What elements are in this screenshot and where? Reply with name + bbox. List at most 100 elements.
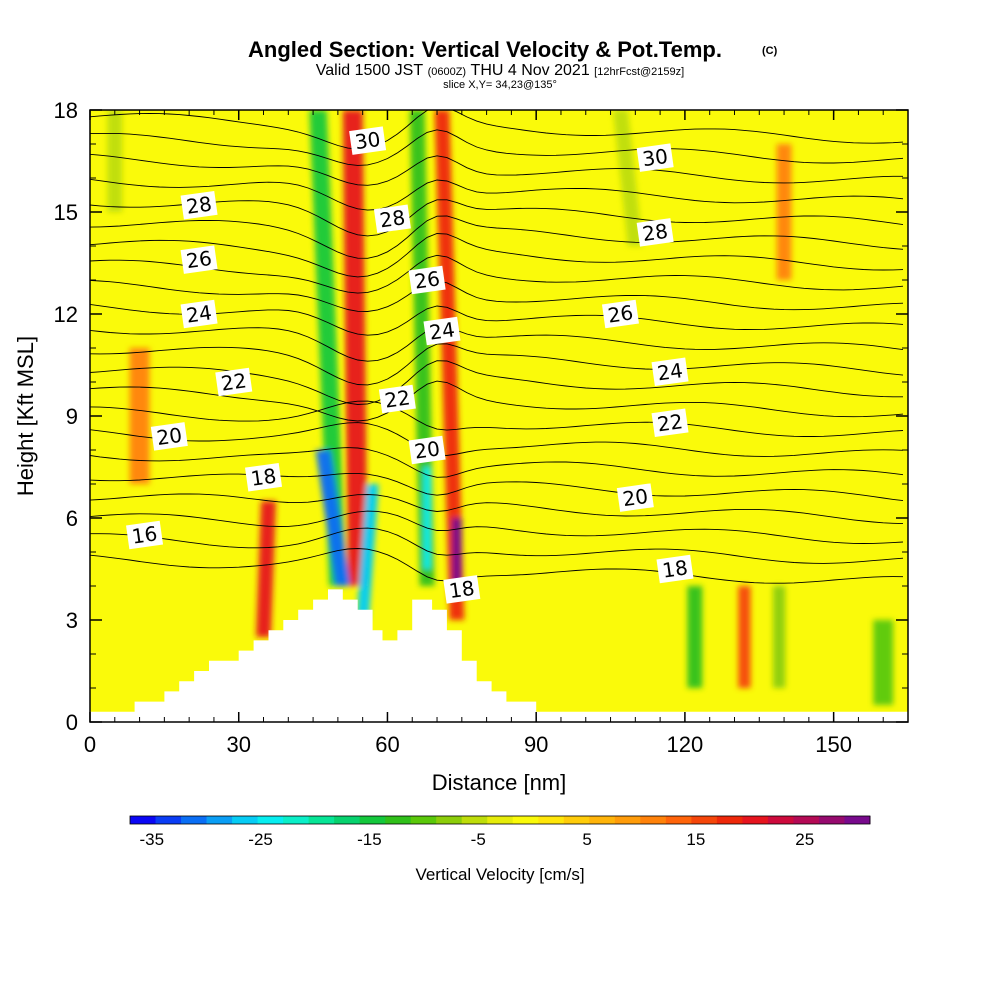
contour-label: 20 [616,483,654,512]
title-mark: (C) [762,45,778,57]
isentrope-line [90,129,904,166]
colorbar-swatch [767,816,794,824]
contour-label: 30 [349,126,387,155]
velocity-feature [342,110,368,586]
contour-label-bg [180,299,218,329]
isentrope-line [90,510,904,544]
y-tick-label: 3 [66,608,78,633]
isentrope-line [90,326,904,362]
velocity-feature [613,110,643,246]
colorbar-ticks: -35 -25 -15 -5 5 15 25 [139,830,814,849]
contour-label-bg [656,554,694,584]
contour-label: 24 [423,316,461,346]
contour-label-bg [443,575,481,604]
contour-label: 22 [215,367,253,397]
contour-label-text: 22 [219,368,248,395]
x-axis-label: Distance [nm] [432,770,567,795]
contour-label-text: 28 [378,205,407,232]
colorbar-tick-label: -25 [248,830,273,849]
contour-label-bg [245,462,283,492]
colorbar-tick-label: -5 [471,830,486,849]
y-tick-label: 0 [66,710,78,735]
colorbar-swatch [155,816,182,824]
contour-label-bg [651,357,689,387]
terrain [90,589,908,722]
colorbar-tick-label: 15 [686,830,705,849]
contour-label-bg [616,483,654,512]
contour-label: 28 [180,190,218,220]
contour-label: 30 [636,143,674,172]
x-tick-label: 120 [667,732,704,757]
colorbar-swatch [742,816,769,824]
colorbar-swatch [589,816,616,824]
colorbar-swatch [181,816,208,824]
contour-label-bg [408,435,446,465]
pot-temp-contours [90,110,904,584]
velocity-feature [776,144,792,280]
contour-label: 28 [636,218,674,247]
colorbar-swatch [130,816,157,824]
colorbar-swatch [793,816,820,824]
isentrope-line [90,447,904,478]
colorbar-swatch [461,816,488,824]
contour-label-text: 16 [130,521,159,548]
isentrope-line [90,178,904,211]
colorbar-swatch [436,816,463,824]
colorbar [129,815,871,825]
velocity-feature [423,467,431,569]
contour-label: 20 [408,435,446,465]
velocity-feature [309,110,347,586]
isentrope-line [90,360,903,405]
plot-background [90,110,908,722]
colorbar-swatch [818,816,845,824]
x-tick-label: 60 [375,732,399,757]
x-axis: 0 30 60 90 120 150 [84,110,909,757]
contour-label-bg [601,299,639,329]
contour-label-text: 24 [428,317,457,344]
contour-label-bg [349,126,387,155]
colorbar-swatch [512,816,539,824]
contour-label: 18 [443,575,481,604]
colorbar-swatch [844,816,871,824]
contour-label-bg [215,367,253,397]
colorbar-swatch [538,816,565,824]
vertical-velocity-field [107,110,894,705]
contour-label: 26 [408,265,446,295]
isentrope-line [90,472,904,502]
contour-label-bg [180,190,218,220]
colorbar-tick-label: -15 [357,830,382,849]
slice-info: slice X,Y= 34,23@135° [443,79,557,91]
contour-label-text: 28 [185,192,214,219]
x-tick-label: 0 [84,732,96,757]
isentrope-line [90,422,904,457]
contour-label-text: 26 [185,246,214,273]
velocity-feature [129,348,150,484]
colorbar-swatch [487,816,514,824]
colorbar-swatch [640,816,667,824]
contour-label-text: 20 [621,484,650,511]
colorbar-swatch [206,816,233,824]
y-tick-label: 12 [54,302,78,327]
isentrope-line [90,548,904,584]
contour-label-bg [423,316,461,346]
x-tick-label: 90 [524,732,548,757]
velocity-feature [873,620,894,705]
contour-label: 26 [180,245,218,274]
contour-label-text: 30 [641,144,670,171]
y-axis-label: Height [Kft MSL] [13,336,38,496]
contour-label-text: 22 [383,385,412,412]
contour-label-text: 30 [353,127,382,154]
colorbar-label: Vertical Velocity [cm/s] [415,865,584,884]
colorbar-swatch [563,816,590,824]
contour-label-text: 28 [641,219,670,246]
velocity-feature [738,586,751,688]
contour-label: 26 [601,299,639,329]
isentrope-line [90,493,904,525]
colorbar-swatch [359,816,386,824]
x-tick-label: 150 [815,732,852,757]
colorbar-swatch [257,816,284,824]
colorbar-frame [129,815,871,825]
y-tick-label: 15 [54,200,78,225]
contour-label-bg [408,265,446,295]
